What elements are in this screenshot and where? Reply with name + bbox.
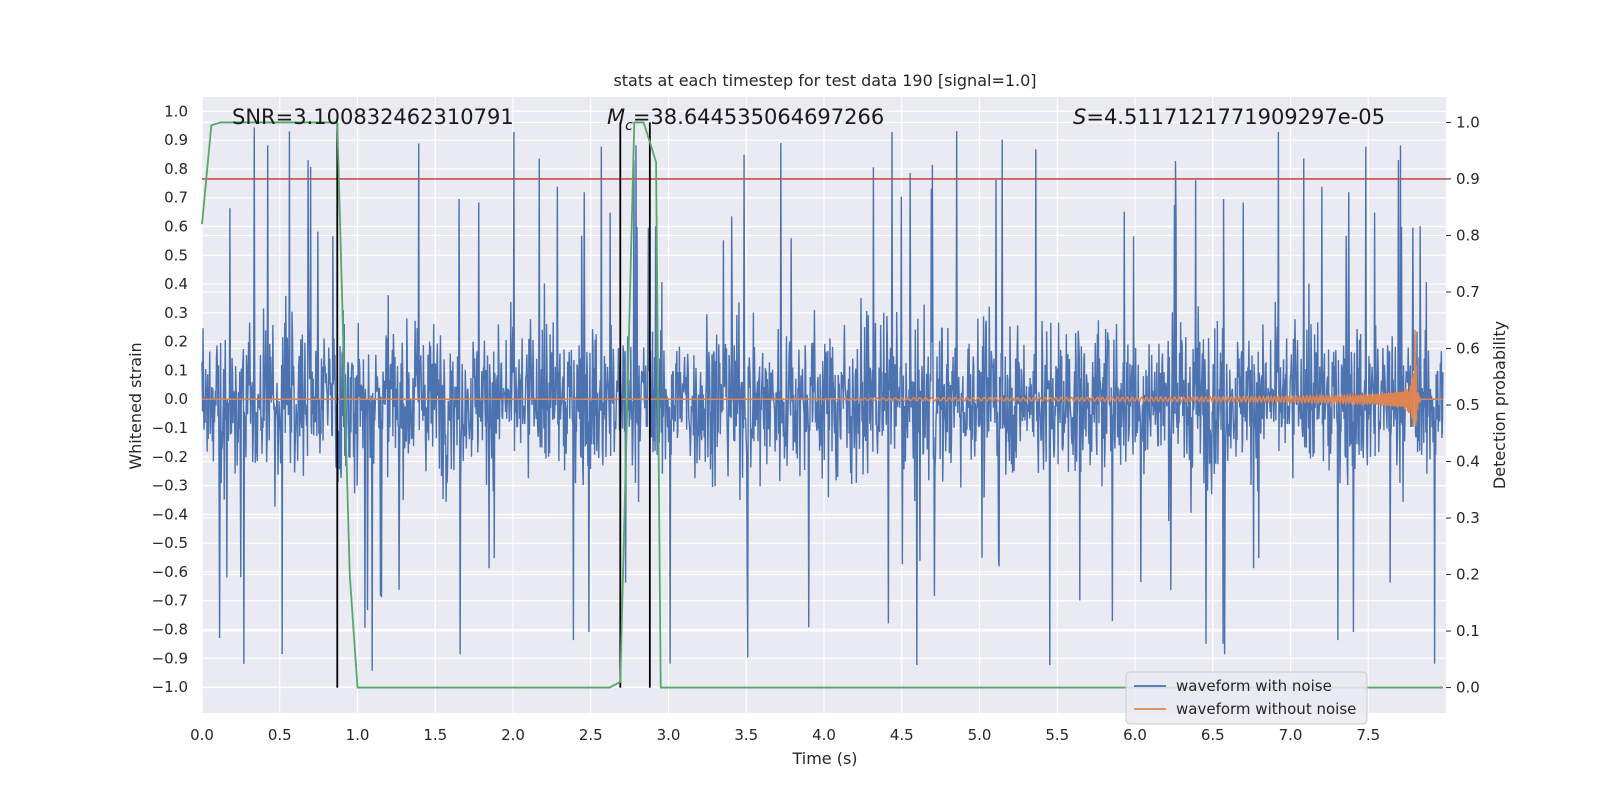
y-left-tick-label: −0.2 [152,448,188,466]
x-tick-label: 4.5 [890,726,914,744]
y-left-tick-labels: 1.0 0.9 0.8 0.7 0.6 0.5 0.4 0.3 0.2 0.1 0.0 −0.1 −0.… [152,102,188,696]
y-right-tick-labels: 1.0 0.9 0.8 0.7 0.6 0.5 0.4 0.3 0.2 0.1 0.0 [1446,113,1480,697]
y-left-tick-label: −0.4 [152,505,188,523]
series-waveform-without-noise [202,329,1443,427]
legend-box [1125,671,1368,725]
y-right-tick-label: 0.5 [1456,396,1480,414]
y-right-tick-label: 0.9 [1456,170,1480,188]
x-tick-label: 6.0 [1123,726,1147,744]
x-tick-label: 4.0 [812,726,836,744]
y-right-tick-label: 0.2 [1456,566,1480,584]
y-right-tick-label: 0.4 [1456,453,1480,471]
chirp-mass-annotation: Mc=38.644535064697266 [607,105,884,134]
snr-annotation: SNR=3.100832462310791 [232,105,514,129]
y-left-tick-label: −0.5 [152,534,188,552]
x-tick-label: 6.5 [1201,726,1225,744]
y-left-tick-label: 0.4 [164,275,188,293]
x-axis-label: Time (s) [791,749,857,768]
x-tick-label: 5.5 [1045,726,1069,744]
y-left-tick-label: 1.0 [164,102,188,120]
x-tick-label: 1.5 [423,726,447,744]
x-tick-label: 5.0 [968,726,992,744]
x-tick-label: 7.5 [1356,726,1380,744]
y-left-tick-label: 0.2 [164,333,188,351]
s-annotation: S=4.5117121771909297e-05 [1073,105,1385,129]
y-left-tick-label: 0.3 [164,304,188,322]
y-right-tick-label: 0.7 [1456,283,1480,301]
y-axis-label-left: Whitened strain [126,342,145,469]
legend-label-noise: waveform with noise [1176,677,1332,695]
y-left-tick-label: 0.7 [164,189,188,207]
y-right-tick-label: 0.3 [1456,509,1480,527]
y-left-tick-label: −0.1 [152,419,188,437]
y-left-tick-label: −1.0 [152,678,188,696]
legend-label-clean: waveform without noise [1176,700,1356,718]
y-right-tick-label: 1.0 [1456,113,1480,131]
x-tick-label: 1.0 [346,726,370,744]
chirp-mass-subscript: c [625,118,633,134]
y-right-tick-label: 0.6 [1456,339,1480,357]
series-detection-probability [201,121,1443,689]
y-right-tick-label: 0.1 [1456,622,1480,640]
y-right-tick-label: 0.0 [1456,679,1480,697]
x-tick-label: 0.5 [268,726,292,744]
x-tick-label: 7.0 [1279,726,1303,744]
y-left-tick-label: −0.6 [152,563,188,581]
y-left-tick-label: 0.5 [164,246,188,264]
x-tick-label: 0.0 [190,726,214,744]
x-tick-label: 2.5 [579,726,603,744]
chirp-mass-value: =38.644535064697266 [633,105,884,129]
y-left-tick-label: −0.9 [152,649,188,667]
event-markers [336,122,651,688]
y-left-tick-label: −0.8 [152,621,188,639]
x-tick-label: 3.5 [734,726,758,744]
x-tick-label: 3.0 [657,726,681,744]
y-left-tick-label: −0.3 [152,477,188,495]
s-symbol: S [1073,105,1086,129]
legend: waveform with noise waveform without noi… [1125,671,1368,725]
y-left-tick-label: 0.1 [164,361,188,379]
y-axis-label-right: Detection probability [1490,321,1509,489]
series-waveform-with-noise [201,127,1444,671]
x-tick-label: 2.0 [501,726,525,744]
y-left-tick-label: 0.9 [164,131,188,149]
chart-title: stats at each timestep for test data 190… [613,71,1036,90]
y-left-tick-label: −0.7 [152,592,188,610]
y-left-tick-label: 0.8 [164,160,188,178]
y-right-tick-label: 0.8 [1456,226,1480,244]
y-left-tick-label: 0.0 [164,390,188,408]
y-left-tick-label: 0.6 [164,218,188,236]
s-value: =4.5117121771909297e-05 [1086,105,1385,129]
chirp-mass-symbol: M [607,105,625,129]
noise-trace [201,127,1444,671]
x-tick-labels: 0.0 0.5 1.0 1.5 2.0 2.5 3.0 3.5 4.0 4.5 5.0 5.5 6.0 6… [190,726,1380,744]
